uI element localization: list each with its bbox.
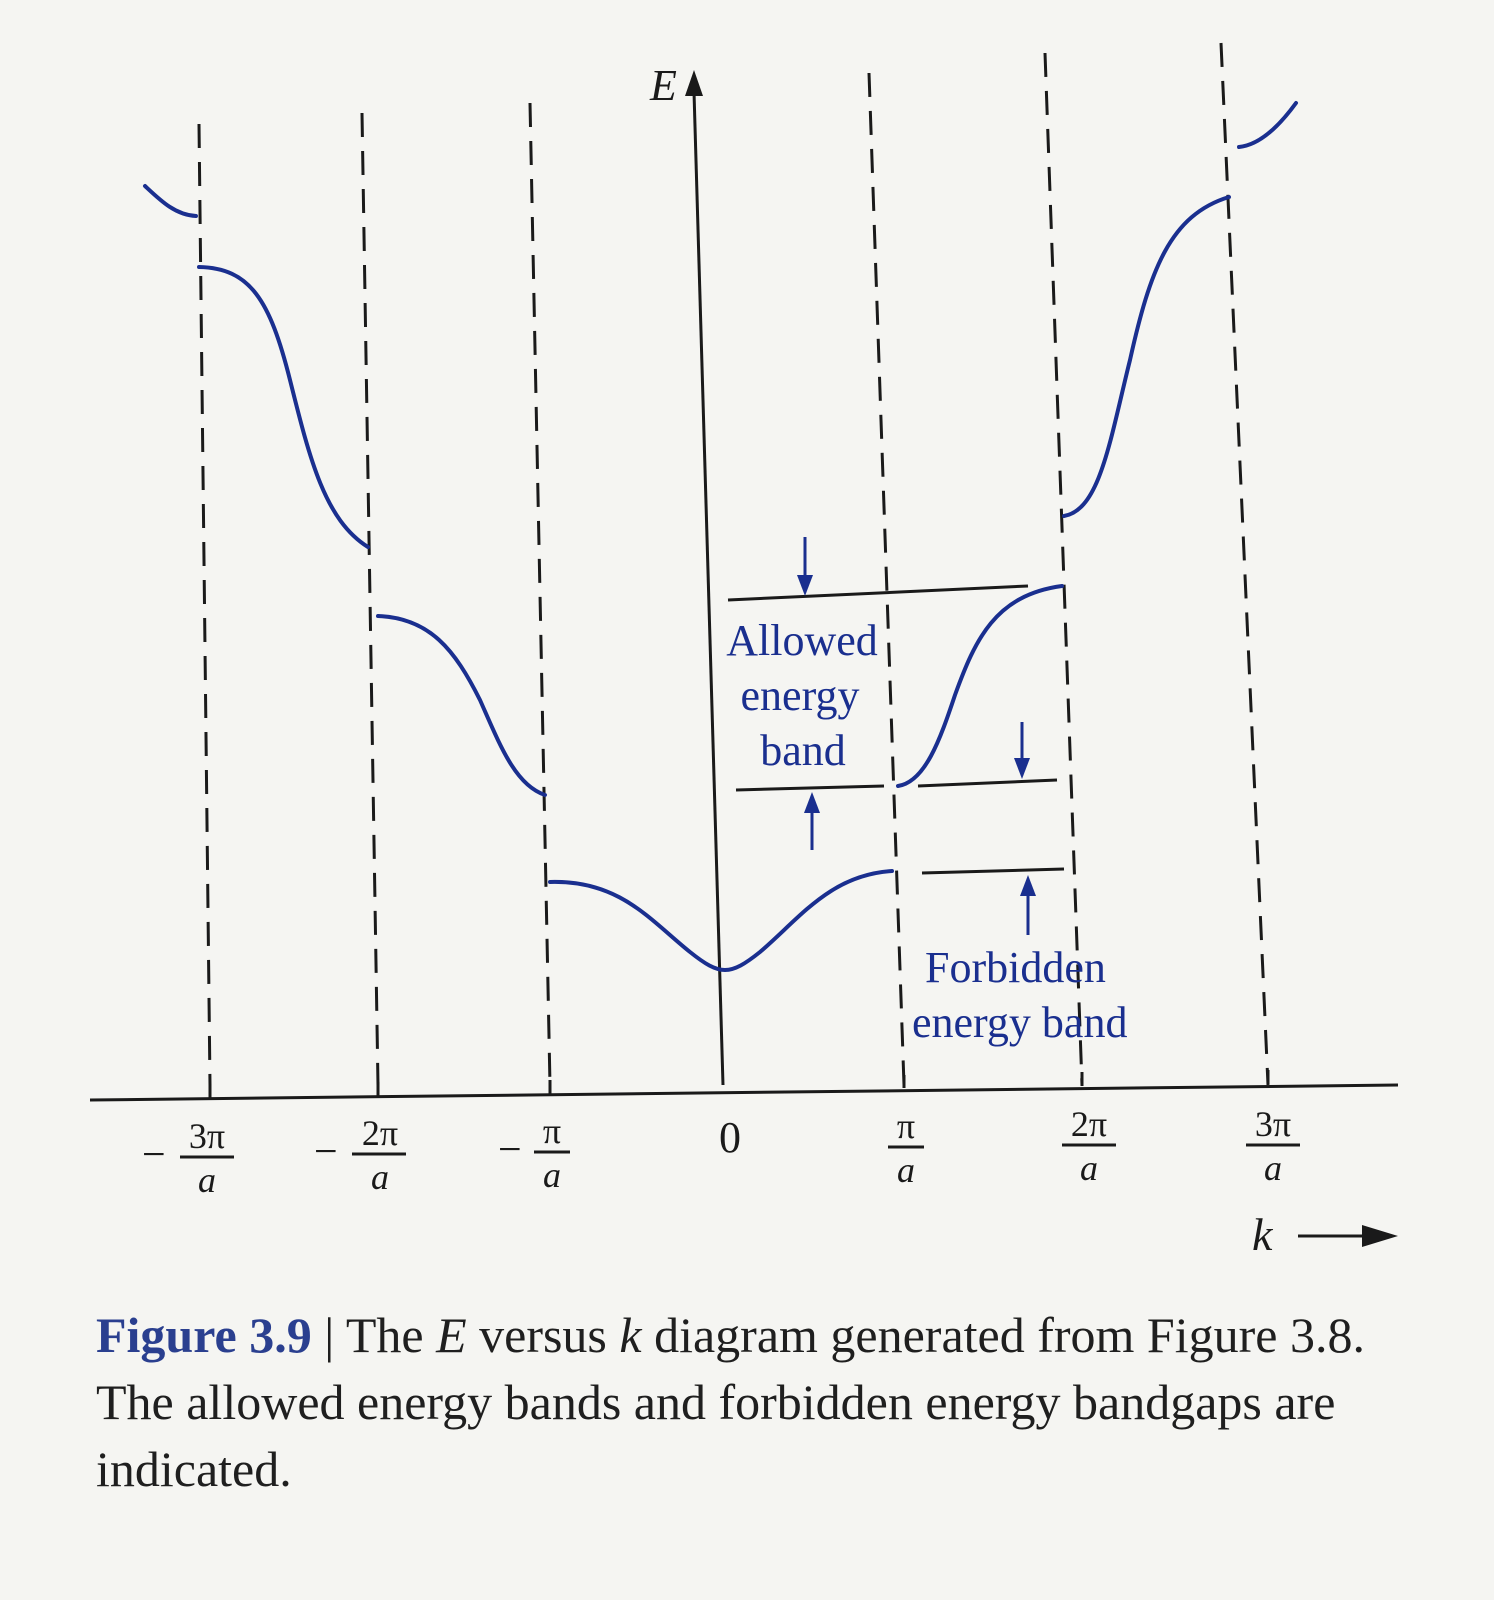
boundary-minus-3pi (197, 123, 212, 1086)
tick-label-zero: 0 (719, 1113, 741, 1162)
forbidden-label-line1: Forbidden (925, 943, 1106, 992)
svg-text:3π: 3π (189, 1116, 225, 1156)
caption-separator: | (311, 1307, 346, 1363)
energy-band-curves (143, 101, 1298, 973)
svg-text:a: a (198, 1160, 216, 1200)
svg-text:a: a (371, 1157, 389, 1197)
axes (89, 70, 1399, 1247)
caption-text-1: The (345, 1307, 437, 1363)
forbidden-arrows (1014, 722, 1036, 935)
e-versus-k-diagram: Allowed energy band Forbidden energy ban… (89, 42, 1399, 1260)
k-tick-labels: − 3π a − 2π a − π a 0 π a 2π a (142, 1104, 1300, 1200)
svg-text:a: a (897, 1150, 915, 1190)
forbidden-label-line2: energy band (912, 998, 1127, 1047)
tick-label-minus-2pi: − 2π a (314, 1113, 406, 1197)
boundary-plus-pi (867, 72, 906, 1086)
tick-label-minus-3pi: − 3π a (142, 1116, 234, 1200)
tick-label-plus-3pi: 3π a (1246, 1104, 1300, 1188)
svg-text:0: 0 (719, 1113, 741, 1162)
figure-caption: Figure 3.9 | The E versus k diagram gene… (96, 1302, 1396, 1503)
k-arrow-head (1362, 1225, 1398, 1247)
figure-label: Figure 3.9 (96, 1307, 312, 1363)
svg-text:2π: 2π (1071, 1104, 1107, 1144)
band-1 (548, 869, 894, 973)
band-2-left (376, 614, 547, 797)
svg-text:2π: 2π (362, 1113, 398, 1153)
caption-text-3: diagram generated from Figure 3.8. The a… (96, 1307, 1365, 1497)
e-axis-arrowhead (685, 70, 703, 96)
boundary-minus-pi (528, 102, 552, 1086)
svg-text:π: π (897, 1106, 915, 1146)
svg-text:−: − (314, 1129, 338, 1175)
svg-text:a: a (543, 1155, 561, 1195)
tick-label-plus-pi: π a (888, 1106, 924, 1190)
boundary-minus-2pi (360, 112, 380, 1086)
svg-text:π: π (543, 1111, 561, 1151)
boundary-plus-3pi (1219, 42, 1270, 1086)
tick-label-plus-2pi: 2π a (1062, 1104, 1116, 1188)
band-4-left (143, 184, 198, 218)
allowed-label-line1: Allowed (726, 616, 878, 665)
band-3-left (197, 265, 370, 549)
k-axis-label: k (1252, 1209, 1274, 1260)
caption-text-2: versus (466, 1307, 620, 1363)
k-ticks (208, 1070, 1270, 1098)
allowed-bottom-line (735, 784, 885, 792)
band-3-right (1062, 195, 1231, 518)
band-4-right (1237, 101, 1298, 149)
svg-text:−: − (498, 1127, 522, 1173)
allowed-arrows (797, 537, 820, 850)
svg-text:a: a (1264, 1148, 1282, 1188)
k-axis (89, 1083, 1399, 1102)
zone-boundary-lines (197, 42, 1270, 1086)
allowed-top-line (727, 584, 1029, 602)
forbidden-top-line (917, 778, 1058, 788)
svg-text:a: a (1080, 1148, 1098, 1188)
allowed-label-line3: band (760, 726, 846, 775)
boundary-plus-2pi (1043, 52, 1084, 1086)
svg-text:3π: 3π (1255, 1104, 1291, 1144)
svg-text:−: − (142, 1132, 166, 1178)
allowed-label-line2: energy (741, 671, 860, 720)
tick-label-minus-pi: − π a (498, 1111, 570, 1195)
caption-k: k (619, 1307, 642, 1363)
e-axis-label: E (649, 61, 677, 110)
band-annotations: Allowed energy band Forbidden energy ban… (726, 537, 1127, 1047)
caption-e: E (436, 1307, 467, 1363)
e-axis (692, 91, 725, 1086)
forbidden-bottom-line (921, 867, 1065, 875)
band-2-right (896, 584, 1064, 788)
